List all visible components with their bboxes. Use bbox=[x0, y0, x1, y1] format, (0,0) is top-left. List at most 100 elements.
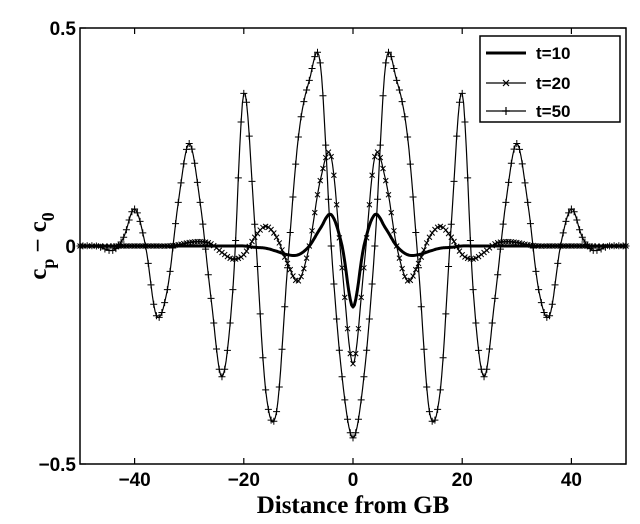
data-point-t=50 bbox=[303, 86, 311, 94]
data-point-t=20 bbox=[402, 273, 408, 280]
data-point-t=20 bbox=[336, 235, 343, 241]
data-point-t=50 bbox=[319, 92, 327, 100]
data-point-t=50 bbox=[223, 346, 231, 354]
svg-text:cp−c0: cp−c0 bbox=[25, 212, 58, 279]
data-point-t=20 bbox=[246, 243, 253, 250]
data-point-t=20 bbox=[489, 242, 496, 249]
data-point-t=50 bbox=[556, 242, 564, 250]
data-point-t=50 bbox=[365, 315, 373, 323]
y-tick-label: 0.5 bbox=[50, 19, 77, 40]
data-point-t=20 bbox=[268, 226, 274, 233]
data-point-t=50 bbox=[142, 242, 150, 250]
data-point-t=50 bbox=[210, 319, 218, 327]
data-point-t=20 bbox=[355, 325, 362, 332]
data-point-t=50 bbox=[300, 98, 308, 106]
data-point-t=50 bbox=[237, 118, 245, 126]
data-point-t=50 bbox=[286, 228, 294, 236]
y-tick-label: −0.5 bbox=[38, 455, 76, 476]
data-point-t=50 bbox=[322, 141, 330, 149]
data-point-t=50 bbox=[513, 140, 521, 148]
data-point-t=50 bbox=[308, 65, 316, 73]
y-axis-label: cp−c0 bbox=[25, 212, 58, 279]
data-point-t=50 bbox=[420, 345, 428, 353]
data-point-t=20 bbox=[243, 248, 250, 254]
data-point-t=20 bbox=[369, 172, 375, 179]
data-point-t=50 bbox=[379, 92, 387, 100]
data-point-t=50 bbox=[213, 345, 220, 353]
data-point-t=50 bbox=[559, 229, 567, 237]
data-point-t=20 bbox=[423, 240, 430, 246]
data-point-t=20 bbox=[396, 255, 403, 261]
data-point-t=50 bbox=[147, 281, 155, 289]
data-point-t=50 bbox=[390, 65, 398, 73]
data-point-t=50 bbox=[382, 59, 390, 67]
x-tick-label: 0 bbox=[348, 470, 359, 491]
data-point-t=20 bbox=[320, 165, 326, 172]
data-point-t=50 bbox=[393, 76, 401, 84]
data-point-t=20 bbox=[270, 230, 277, 236]
data-point-t=50 bbox=[562, 217, 570, 225]
data-point-t=50 bbox=[349, 434, 357, 442]
data-point-t=50 bbox=[499, 220, 507, 228]
data-point-t=50 bbox=[262, 386, 270, 394]
data-point-t=20 bbox=[276, 240, 283, 246]
data-point-t=50 bbox=[398, 98, 406, 106]
data-point-t=50 bbox=[581, 238, 589, 246]
data-point-t=20 bbox=[366, 201, 373, 208]
data-point-t=20 bbox=[235, 255, 242, 262]
data-point-t=20 bbox=[273, 234, 280, 241]
data-point-t=50 bbox=[92, 242, 100, 250]
data-point-t=50 bbox=[601, 243, 609, 251]
data-point-t=50 bbox=[278, 345, 286, 353]
data-point-t=50 bbox=[234, 174, 242, 182]
data-point-t=50 bbox=[101, 245, 109, 253]
data-point-t=50 bbox=[120, 233, 128, 241]
data-point-t=20 bbox=[240, 251, 247, 258]
data-point-t=50 bbox=[335, 346, 343, 354]
data-point-t=50 bbox=[447, 220, 455, 228]
data-point-t=50 bbox=[417, 303, 425, 311]
data-point-t=20 bbox=[311, 209, 318, 216]
data-point-t=50 bbox=[548, 300, 556, 308]
data-point-t=50 bbox=[226, 319, 234, 327]
data-point-t=50 bbox=[199, 220, 207, 228]
data-point-t=20 bbox=[347, 350, 354, 357]
data-point-t=20 bbox=[344, 325, 351, 332]
data-point-t=20 bbox=[208, 240, 214, 247]
data-point-t=50 bbox=[185, 140, 193, 148]
data-point-t=50 bbox=[314, 48, 322, 56]
data-point-t=20 bbox=[309, 227, 315, 234]
data-point-t=50 bbox=[163, 286, 171, 294]
data-point-t=50 bbox=[423, 383, 431, 391]
series-layer bbox=[76, 48, 630, 442]
data-point-t=20 bbox=[448, 234, 455, 241]
data-point-t=50 bbox=[311, 53, 319, 61]
data-point-t=20 bbox=[407, 277, 414, 284]
data-point-t=50 bbox=[240, 89, 248, 97]
data-point-t=50 bbox=[431, 416, 439, 424]
data-point-t=50 bbox=[376, 141, 384, 149]
data-point-t=50 bbox=[535, 286, 543, 294]
data-point-t=50 bbox=[360, 373, 368, 381]
legend-box bbox=[479, 35, 621, 123]
legend-label-t10: t=10 bbox=[536, 44, 571, 63]
data-point-t=50 bbox=[327, 242, 335, 250]
data-point-t=20 bbox=[393, 243, 400, 249]
data-point-t=50 bbox=[139, 229, 147, 237]
data-point-t=50 bbox=[540, 308, 548, 316]
data-point-t=20 bbox=[421, 247, 427, 253]
data-point-t=50 bbox=[436, 386, 444, 394]
data-point-t=50 bbox=[180, 160, 188, 168]
data-point-t=20 bbox=[363, 235, 370, 241]
data-point-t=20 bbox=[377, 154, 384, 161]
data-point-t=20 bbox=[331, 172, 337, 179]
data-point-t=50 bbox=[461, 118, 469, 126]
data-point-t=20 bbox=[317, 177, 324, 184]
data-point-t=50 bbox=[161, 299, 169, 307]
legend: t=10 t=20 t=50 bbox=[479, 35, 621, 123]
y-tick-label: 0 bbox=[65, 237, 76, 258]
data-point-t=50 bbox=[166, 267, 174, 275]
data-point-t=50 bbox=[439, 354, 447, 362]
data-point-t=20 bbox=[314, 191, 321, 198]
data-point-t=50 bbox=[316, 59, 324, 67]
